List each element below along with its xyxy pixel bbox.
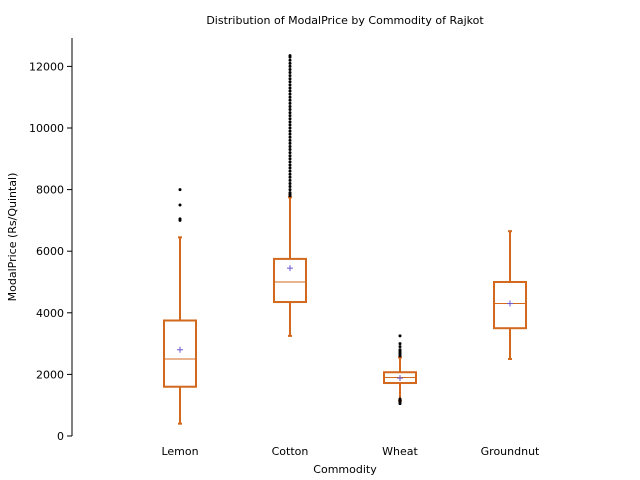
outlier-point	[288, 111, 292, 115]
x-axis-label: Commodity	[313, 463, 377, 476]
outlier-point	[178, 203, 182, 207]
y-tick-label: 12000	[29, 60, 64, 73]
outlier-point	[288, 151, 292, 155]
outlier-point	[398, 397, 402, 401]
y-tick-label: 0	[57, 430, 64, 443]
x-tick-label: Cotton	[272, 445, 309, 458]
outlier-point	[288, 144, 292, 148]
box-iqr	[273, 257, 307, 304]
y-tick-label: 4000	[36, 307, 64, 320]
outlier-point	[288, 64, 292, 68]
outlier-point	[288, 74, 292, 78]
x-tick-label: Lemon	[161, 445, 198, 458]
outlier-point	[288, 61, 292, 65]
x-tick-label: Groundnut	[481, 445, 540, 458]
x-tick-label: Wheat	[382, 445, 418, 458]
outlier-point	[288, 67, 292, 71]
outlier-point	[288, 191, 292, 195]
outlier-point	[288, 77, 292, 81]
outlier-point	[288, 54, 292, 58]
outlier-point	[398, 345, 402, 349]
outlier-point	[288, 157, 292, 161]
outlier-point	[288, 117, 292, 121]
outlier-point	[288, 178, 292, 182]
y-tick-label: 2000	[36, 368, 64, 381]
chart-title: Distribution of ModalPrice by Commodity …	[206, 14, 484, 27]
outlier-point	[178, 217, 182, 221]
box-iqr	[163, 319, 197, 388]
outlier-point	[288, 89, 292, 93]
box-iqr	[493, 281, 527, 330]
outlier-point	[288, 104, 292, 108]
outlier-point	[288, 154, 292, 158]
outlier-point	[288, 138, 292, 142]
y-tick-label: 6000	[36, 245, 64, 258]
outlier-point	[288, 83, 292, 87]
outlier-point	[288, 80, 292, 84]
outlier-point	[288, 148, 292, 152]
outlier-point	[288, 135, 292, 139]
outlier-point	[288, 58, 292, 62]
outlier-point	[288, 86, 292, 90]
x-axis-tick-labels: Lemon Cotton Wheat Groundnut	[161, 445, 540, 458]
outlier-point	[288, 108, 292, 112]
outlier-point	[288, 101, 292, 105]
outlier-point	[398, 348, 402, 352]
outlier-point	[288, 95, 292, 99]
outlier-point	[288, 92, 292, 96]
outlier-point	[288, 120, 292, 124]
outlier-point	[288, 169, 292, 173]
outlier-point	[288, 141, 292, 145]
box-series	[163, 54, 527, 425]
outlier-point	[288, 163, 292, 167]
outlier-point	[288, 132, 292, 136]
outlier-point	[288, 175, 292, 179]
y-axis-ticks: 0 2000 4000 6000 8000 10000 12000	[29, 60, 72, 443]
outlier-point	[288, 126, 292, 130]
outlier-point	[398, 342, 402, 346]
outlier-point	[288, 185, 292, 189]
outlier-point	[398, 334, 402, 338]
outlier-point	[288, 166, 292, 170]
outlier-point	[288, 188, 292, 192]
outlier-point	[288, 98, 292, 102]
outlier-point	[288, 71, 292, 75]
outlier-point	[288, 181, 292, 185]
outlier-point	[288, 172, 292, 176]
y-tick-label: 10000	[29, 122, 64, 135]
outlier-point	[178, 188, 182, 192]
y-tick-label: 8000	[36, 184, 64, 197]
outlier-point	[288, 129, 292, 133]
outlier-point	[288, 114, 292, 118]
outlier-point	[288, 123, 292, 127]
outlier-point	[288, 160, 292, 164]
y-axis-label: ModalPrice (Rs/Quintal)	[6, 173, 19, 302]
